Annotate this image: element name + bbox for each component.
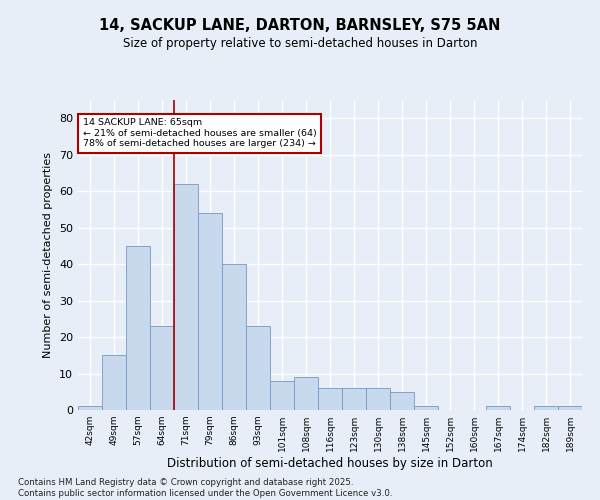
Bar [318, 388, 342, 410]
Bar [222, 264, 246, 410]
Bar [534, 406, 558, 410]
Bar [246, 326, 270, 410]
Text: 14 SACKUP LANE: 65sqm
← 21% of semi-detached houses are smaller (64)
78% of semi: 14 SACKUP LANE: 65sqm ← 21% of semi-deta… [83, 118, 317, 148]
Text: 14, SACKUP LANE, DARTON, BARNSLEY, S75 5AN: 14, SACKUP LANE, DARTON, BARNSLEY, S75 5… [100, 18, 500, 32]
Y-axis label: Number of semi-detached properties: Number of semi-detached properties [43, 152, 53, 358]
Bar [198, 213, 222, 410]
Text: Size of property relative to semi-detached houses in Darton: Size of property relative to semi-detach… [123, 38, 477, 51]
Bar [294, 377, 318, 410]
Bar [390, 392, 414, 410]
Bar [174, 184, 198, 410]
Text: Contains HM Land Registry data © Crown copyright and database right 2025.
Contai: Contains HM Land Registry data © Crown c… [18, 478, 392, 498]
Bar [366, 388, 390, 410]
Bar [270, 381, 294, 410]
Bar [558, 406, 582, 410]
Bar [486, 406, 510, 410]
Bar [78, 406, 102, 410]
Bar [414, 406, 438, 410]
Bar [126, 246, 150, 410]
Bar [150, 326, 174, 410]
X-axis label: Distribution of semi-detached houses by size in Darton: Distribution of semi-detached houses by … [167, 457, 493, 470]
Bar [342, 388, 366, 410]
Bar [102, 356, 126, 410]
